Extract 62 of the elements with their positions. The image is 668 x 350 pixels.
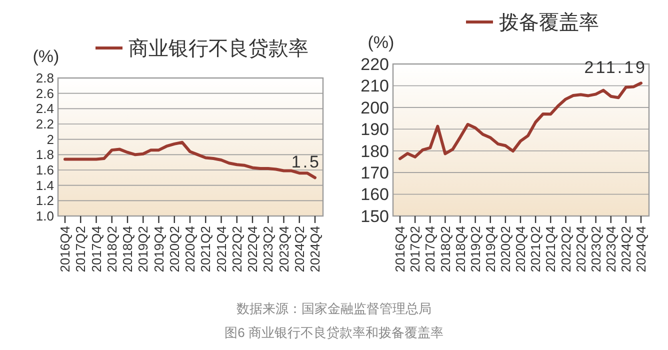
y-tick-label: 1.2 <box>36 193 54 208</box>
x-tick-label: 2019Q4 <box>482 226 498 272</box>
caption: 图6 商业银行不良贷款率和拨备覆盖率 <box>224 325 444 340</box>
x-tick-label: 2016Q4 <box>58 226 73 272</box>
x-tick-label: 2024Q2 <box>292 226 307 272</box>
y-tick-label: 150 <box>360 206 389 226</box>
y-tick-label: 2.6 <box>36 86 54 101</box>
x-tick-label: 2022Q2 <box>229 226 244 272</box>
x-tick-label: 2024Q4 <box>634 226 649 272</box>
y-tick-label: 2.8 <box>36 70 54 86</box>
x-tick-label: 2024Q4 <box>308 226 323 272</box>
y-tick-label: 1.0 <box>36 208 54 224</box>
y-tick-label: 210 <box>360 76 389 96</box>
x-tick-label: 2018Q4 <box>120 226 136 272</box>
y-axis-title: (%) <box>368 33 394 52</box>
x-tick-label: 2017Q4 <box>88 226 104 272</box>
x-tick-label: 2021Q2 <box>528 226 544 272</box>
y-axis-title: (%) <box>32 47 60 66</box>
x-tick-label: 2016Q4 <box>392 226 408 272</box>
x-tick-label: 2022Q4 <box>573 226 588 272</box>
x-tick-label: 2019Q4 <box>151 226 166 272</box>
x-tick-label: 2018Q4 <box>452 226 468 272</box>
source-note: 数据来源：国家金融监督管理总局 <box>236 301 432 316</box>
x-tick-label: 2020Q2 <box>166 226 182 272</box>
x-tick-label: 2023Q4 <box>603 226 618 272</box>
x-tick-label: 2017Q4 <box>422 226 438 272</box>
x-tick-label: 2019Q2 <box>468 226 483 272</box>
x-tick-label: 2020Q4 <box>513 226 528 272</box>
x-tick-label: 2019Q2 <box>136 226 151 272</box>
legend-label: 拨备覆盖率 <box>499 11 599 34</box>
x-tick-label: 2020Q4 <box>182 226 198 272</box>
legend-label: 商业银行不良贷款率 <box>128 38 308 60</box>
line-series <box>64 140 316 180</box>
x-tick-label: 2024Q2 <box>618 226 634 272</box>
y-tick-label: 2 <box>46 132 54 147</box>
x-tick-label: 2021Q2 <box>198 226 214 272</box>
x-tick-label: 2023Q2 <box>588 226 604 272</box>
x-tick-label: 2018Q2 <box>438 226 453 272</box>
x-tick-label: 2018Q2 <box>104 226 120 272</box>
data-label: 1.5 <box>291 152 321 172</box>
x-tick-label: 2022Q4 <box>245 226 260 272</box>
y-tick-label: 1.4 <box>36 178 54 193</box>
y-tick-label: 1.6 <box>36 162 54 178</box>
y-tick-label: 200 <box>360 98 389 118</box>
x-tick-label: 2023Q2 <box>260 226 276 272</box>
y-tick-label: 170 <box>360 164 389 183</box>
x-tick-label: 2021Q4 <box>543 226 558 272</box>
data-label: 211.19 <box>584 58 647 78</box>
x-tick-label: 2023Q4 <box>276 226 292 272</box>
x-tick-label: 2017Q2 <box>73 226 88 272</box>
x-tick-label: 2020Q2 <box>498 226 513 272</box>
line-series <box>398 82 642 160</box>
x-tick-label: 2021Q4 <box>214 226 229 272</box>
x-tick-label: 2022Q2 <box>558 226 574 272</box>
y-tick-label: 220 <box>360 54 389 74</box>
y-tick-label: 1.8 <box>36 147 54 162</box>
y-tick-label: 180 <box>360 142 389 161</box>
y-tick-label: 2.2 <box>36 116 54 132</box>
x-tick-label: 2017Q2 <box>408 226 423 272</box>
y-tick-label: 160 <box>360 185 389 204</box>
y-tick-label: 190 <box>360 120 389 140</box>
y-tick-label: 2.4 <box>36 101 54 116</box>
